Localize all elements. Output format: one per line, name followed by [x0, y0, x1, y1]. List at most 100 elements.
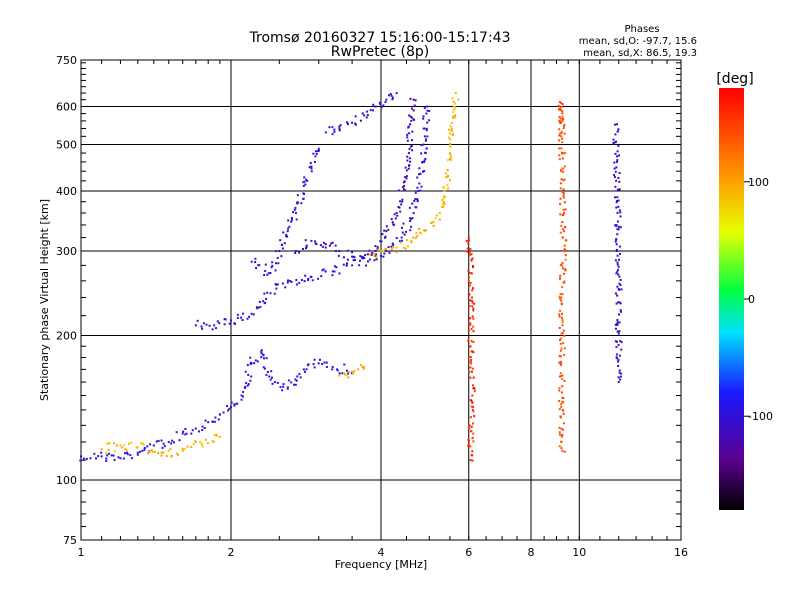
- data-point: [359, 364, 362, 367]
- data-point: [616, 263, 619, 266]
- data-point: [444, 195, 447, 198]
- data-point: [560, 332, 563, 335]
- data-point: [244, 385, 247, 388]
- data-point: [618, 371, 621, 374]
- data-point: [561, 319, 564, 322]
- data-point: [559, 107, 562, 110]
- data-point: [333, 270, 336, 273]
- data-point: [331, 274, 334, 277]
- data-point: [470, 362, 473, 365]
- data-point: [561, 385, 564, 388]
- data-point: [302, 192, 305, 195]
- data-point: [614, 224, 617, 227]
- data-point: [155, 440, 158, 443]
- data-point: [560, 105, 563, 108]
- data-point: [124, 452, 127, 455]
- data-point: [442, 205, 445, 208]
- data-point: [616, 294, 619, 297]
- data-point: [616, 261, 619, 264]
- data-point: [286, 387, 289, 390]
- data-point: [324, 131, 327, 134]
- data-point: [334, 244, 337, 247]
- data-point: [308, 166, 311, 169]
- data-point: [616, 130, 619, 133]
- data-point: [561, 433, 564, 436]
- data-point: [469, 317, 472, 320]
- data-point: [161, 446, 164, 449]
- data-point: [612, 138, 615, 141]
- data-point: [384, 235, 387, 238]
- data-point: [416, 198, 419, 201]
- data-point: [442, 195, 445, 198]
- data-point: [468, 284, 471, 287]
- data-point: [342, 256, 345, 259]
- data-point: [324, 246, 327, 249]
- y-tick-label: 400: [56, 185, 77, 198]
- data-point: [616, 330, 619, 333]
- data-point: [401, 198, 404, 201]
- data-point: [263, 273, 266, 276]
- data-point: [89, 457, 92, 460]
- data-point: [560, 447, 563, 450]
- data-point: [398, 240, 401, 243]
- data-point: [351, 251, 354, 254]
- data-point: [286, 281, 289, 284]
- data-point: [314, 155, 317, 158]
- data-point: [366, 114, 369, 117]
- data-point: [472, 330, 475, 333]
- data-point: [471, 450, 474, 453]
- data-point: [274, 269, 277, 272]
- data-point: [559, 375, 562, 378]
- data-point: [466, 250, 469, 253]
- data-point: [294, 250, 297, 253]
- data-point: [281, 247, 284, 250]
- data-point: [558, 313, 561, 316]
- data-point: [169, 448, 172, 451]
- data-point: [199, 441, 202, 444]
- data-point: [470, 425, 473, 428]
- y-tick-label: 100: [56, 474, 77, 487]
- data-point: [560, 403, 563, 406]
- data-point: [345, 369, 348, 372]
- data-point: [616, 228, 619, 231]
- data-point: [467, 338, 470, 341]
- data-point: [401, 226, 404, 229]
- data-point: [185, 432, 188, 435]
- data-point: [122, 457, 125, 460]
- data-point: [225, 405, 228, 408]
- data-point: [265, 373, 268, 376]
- data-point: [128, 442, 131, 445]
- data-point: [374, 245, 377, 248]
- data-point: [136, 453, 139, 456]
- data-point: [560, 405, 563, 408]
- data-point: [409, 217, 412, 220]
- data-point: [449, 158, 452, 161]
- data-point: [274, 283, 277, 286]
- data-point: [561, 332, 564, 335]
- data-point: [615, 272, 618, 275]
- data-point: [560, 170, 563, 173]
- data-point: [204, 438, 207, 441]
- data-point: [160, 454, 163, 457]
- data-point: [354, 122, 357, 125]
- data-point: [207, 421, 210, 424]
- data-point: [404, 230, 407, 233]
- data-point: [562, 329, 565, 332]
- y-tick-label: 600: [56, 101, 77, 114]
- data-point: [257, 264, 260, 267]
- data-point: [303, 280, 306, 283]
- data-point: [448, 128, 451, 131]
- data-point: [560, 147, 563, 150]
- data-point: [304, 183, 307, 186]
- data-point: [290, 381, 293, 384]
- data-point: [614, 240, 617, 243]
- data-point: [410, 116, 413, 119]
- data-point: [473, 390, 476, 393]
- data-point: [454, 92, 457, 95]
- data-point: [302, 184, 305, 187]
- data-point: [559, 363, 562, 366]
- data-point: [143, 448, 146, 451]
- data-point: [268, 375, 271, 378]
- data-point: [558, 338, 561, 341]
- data-point: [422, 143, 425, 146]
